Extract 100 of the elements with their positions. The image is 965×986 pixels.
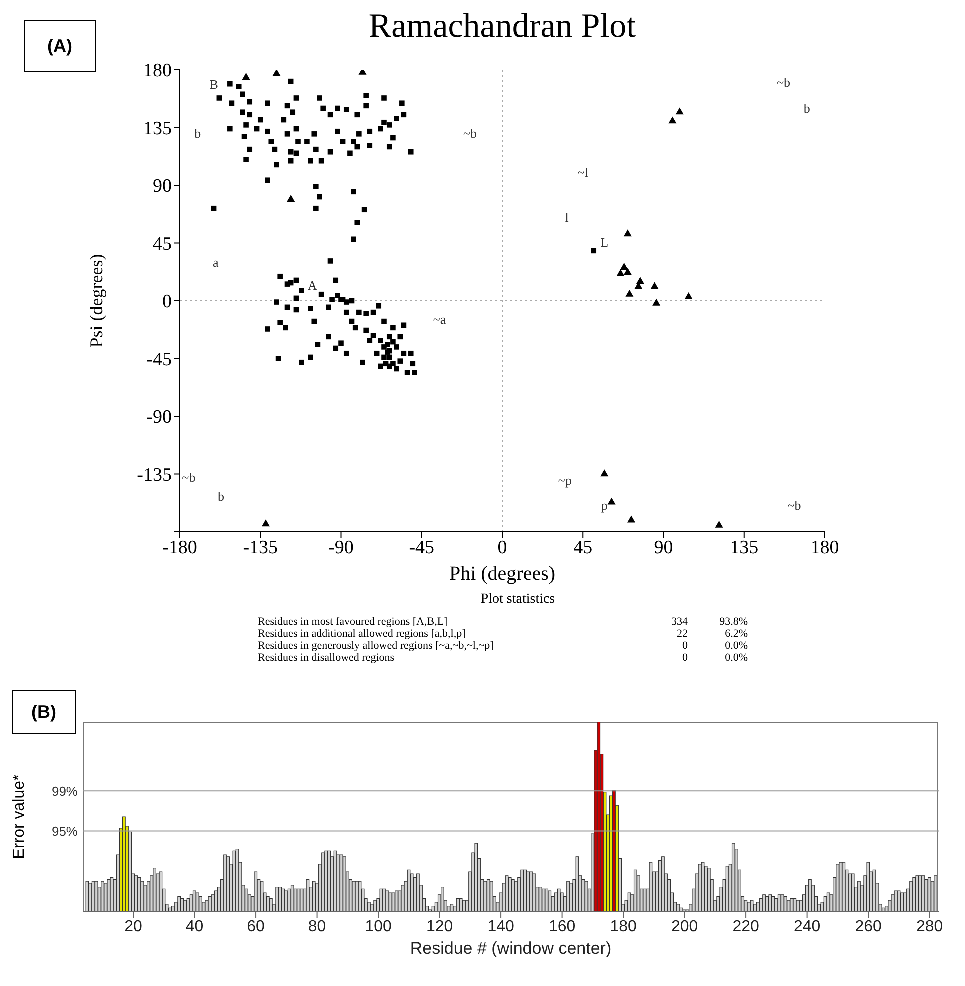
bar: [851, 874, 855, 912]
annotation: b: [804, 100, 810, 116]
x-tick-label: 60: [247, 918, 266, 936]
bar: [134, 876, 138, 912]
bar: [153, 868, 156, 912]
x-tick-label: 240: [794, 918, 821, 936]
text: 99%: [52, 784, 78, 799]
y-tick-label: 180: [144, 60, 172, 82]
point: [620, 262, 628, 270]
bar: [94, 881, 98, 912]
bar: [928, 878, 932, 912]
point: [262, 520, 270, 527]
x-tick-label: 45: [574, 537, 593, 558]
bar: [934, 876, 938, 912]
y-axis-title: Psi (degrees): [86, 254, 106, 348]
bar: [122, 816, 126, 912]
x-axis-title: Residue # (window center): [410, 939, 612, 958]
point: [627, 516, 636, 523]
bar: [196, 892, 200, 912]
bar: [441, 887, 444, 912]
point: [652, 298, 661, 306]
annotation: b: [218, 489, 224, 506]
x-tick-label: 260: [855, 918, 882, 936]
y-tick-label: 90: [153, 176, 172, 198]
text: 93.8%: [718, 616, 748, 628]
annotation: ~p: [558, 472, 572, 489]
text: 334: [670, 616, 688, 628]
bar: [450, 904, 454, 912]
bar: [110, 878, 114, 912]
point: [624, 268, 632, 276]
text: 0.0%: [724, 652, 748, 664]
bar: [224, 854, 227, 912]
x-tick-label: 20: [124, 918, 143, 936]
x-tick-label: 280: [916, 918, 944, 936]
bar: [410, 874, 414, 912]
bar: [416, 874, 420, 912]
bar: [340, 854, 344, 912]
bar: [208, 896, 212, 912]
bar: [368, 902, 371, 912]
y-tick-label: 45: [153, 234, 172, 255]
x-tick-label: 140: [488, 918, 514, 936]
y-axis-title: Error value*: [11, 774, 29, 860]
bar: [584, 881, 588, 912]
annotation: p: [601, 498, 608, 514]
bar: [891, 894, 895, 912]
point: [600, 470, 609, 477]
bar: [768, 894, 772, 912]
text: Residues in generously allowed regions [~a,~b,~l,~p]: [258, 640, 495, 652]
bar: [343, 856, 346, 912]
x-tick-label: -135: [243, 537, 278, 558]
annotation: a: [212, 254, 219, 270]
x-tick-label: 40: [186, 918, 204, 936]
bar: [282, 888, 286, 912]
point: [242, 73, 250, 80]
annotation: ~l: [578, 164, 588, 181]
bar: [634, 870, 638, 912]
bar: [612, 790, 616, 912]
x-tick-label: 180: [610, 918, 637, 936]
text: 22: [676, 628, 688, 640]
point: [608, 498, 616, 505]
bar: [707, 868, 711, 912]
text: (A): [24, 20, 96, 72]
text: 0: [682, 652, 688, 664]
annotation: A: [308, 278, 318, 294]
x-tick-label: -45: [409, 537, 435, 558]
x-tick-label: 160: [548, 918, 576, 936]
x-tick-label: 135: [730, 537, 759, 558]
point: [624, 230, 632, 237]
annotation: B: [210, 77, 218, 94]
point: [272, 70, 281, 76]
bar: [474, 843, 478, 912]
bar: [826, 892, 830, 912]
bar: [784, 896, 788, 912]
text: Residues in most favoured regions [A,B,L]: [258, 616, 449, 628]
bar: [226, 856, 230, 912]
bar: [524, 870, 528, 912]
bar: [290, 885, 294, 912]
bar: [306, 879, 310, 912]
x-tick-label: 90: [654, 537, 674, 558]
annotation: ~b: [182, 470, 196, 486]
y-tick-label: -90: [146, 407, 172, 428]
point: [287, 194, 296, 202]
text: Residues in disallowed regions: [258, 652, 396, 664]
bar: [199, 896, 202, 912]
bar: [557, 888, 561, 912]
bar: [808, 879, 812, 912]
x-tick-label: 180: [810, 537, 840, 558]
point: [636, 277, 644, 284]
bar: [254, 872, 258, 912]
annotation: ~a: [433, 312, 446, 328]
bar: [780, 894, 784, 912]
bar: [732, 843, 736, 912]
bar: [560, 892, 564, 912]
y-tick-label: -135: [137, 464, 172, 486]
point: [668, 116, 677, 124]
text: 0.0%: [724, 640, 748, 652]
bar: [184, 900, 188, 912]
bar: [916, 876, 920, 912]
text: (B): [12, 690, 76, 734]
text: 95%: [52, 824, 78, 839]
